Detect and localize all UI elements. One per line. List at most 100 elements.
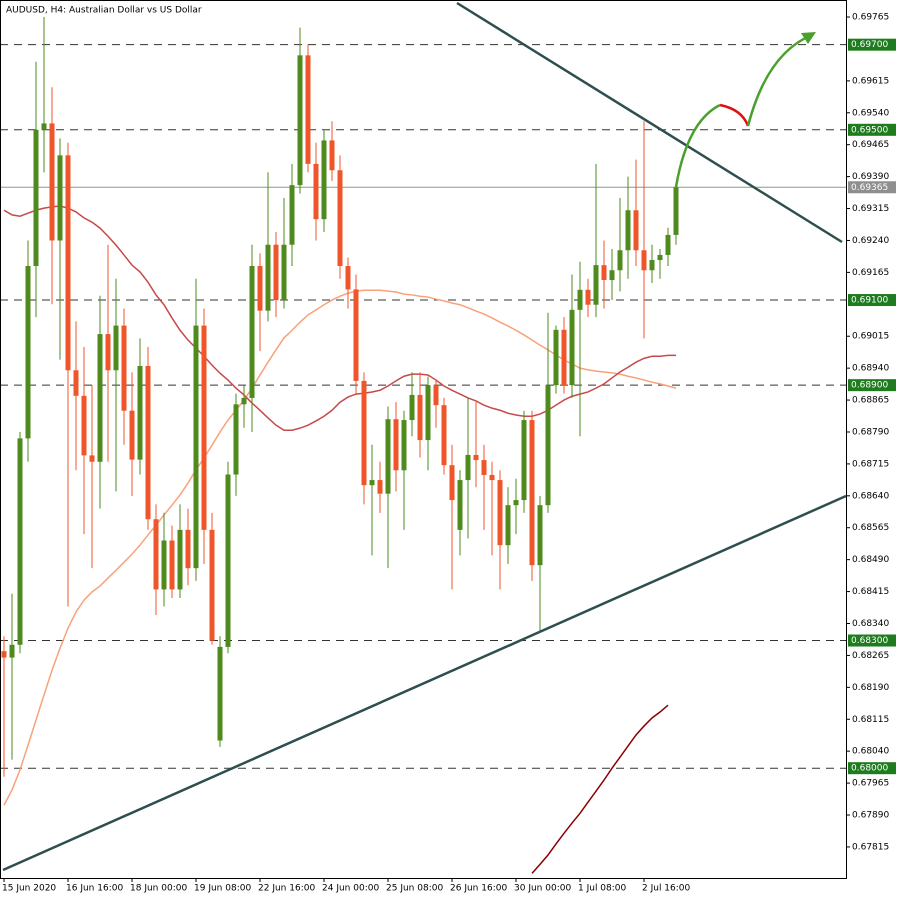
candle-body xyxy=(185,529,191,569)
candle-body xyxy=(385,419,391,494)
y-tick-label: 0.68115 xyxy=(852,715,889,725)
moving-average xyxy=(3,205,676,432)
candle-body xyxy=(393,419,399,471)
candle-body xyxy=(561,329,567,386)
candle-body xyxy=(321,140,327,220)
candle-body xyxy=(617,250,623,271)
x-tick-label: 19 Jun 08:00 xyxy=(194,884,251,894)
x-tick-label: 2 Jul 16:00 xyxy=(642,884,691,894)
candle-body xyxy=(209,529,215,641)
y-tick-label: 0.68565 xyxy=(852,523,889,533)
candle-body xyxy=(345,265,351,290)
candle-body xyxy=(521,420,527,501)
candle-body xyxy=(305,55,311,164)
y-tick-label: 0.69240 xyxy=(852,236,889,246)
forecast-pullback xyxy=(719,103,750,127)
candle-body xyxy=(329,140,335,171)
candle-body xyxy=(625,210,631,251)
candle-body xyxy=(25,265,31,439)
candle-body xyxy=(145,366,151,520)
candle-body xyxy=(433,385,439,406)
candle-body xyxy=(217,646,223,741)
candle-body xyxy=(593,265,599,305)
x-tick-label: 16 Jun 16:00 xyxy=(66,884,123,894)
y-tick-label: 0.68415 xyxy=(852,587,889,597)
candle-body xyxy=(265,244,271,311)
candle-body xyxy=(81,395,87,456)
candle-body xyxy=(9,644,15,658)
candle-body xyxy=(177,529,183,590)
arrow-head xyxy=(801,32,816,44)
y-tick-label: 0.68865 xyxy=(852,396,889,406)
candle-body xyxy=(497,480,503,546)
candle-body xyxy=(401,420,407,471)
candle-body xyxy=(353,289,359,381)
candle-body xyxy=(121,325,127,411)
level-label: 0.68000 xyxy=(851,764,888,774)
y-tick-label: 0.67890 xyxy=(852,811,889,821)
candle-body xyxy=(545,385,551,506)
y-tick-label: 0.69390 xyxy=(852,172,889,182)
y-tick-label: 0.68790 xyxy=(852,427,889,437)
candle-body xyxy=(553,329,559,386)
candle-body xyxy=(425,385,431,441)
candle-body xyxy=(665,234,671,255)
candle-body xyxy=(441,405,447,466)
candle-body xyxy=(673,187,679,235)
x-tick-label: 24 Jun 00:00 xyxy=(322,884,379,894)
candle-body xyxy=(129,410,135,460)
candle-body xyxy=(225,474,231,647)
x-tick-label: 22 Jun 16:00 xyxy=(258,884,315,894)
candle-body xyxy=(89,455,95,462)
x-tick-label: 26 Jun 16:00 xyxy=(450,884,507,894)
candle-body xyxy=(577,289,583,310)
y-tick-label: 0.68265 xyxy=(852,651,889,661)
level-box xyxy=(848,123,896,136)
candle-body xyxy=(609,270,615,281)
current-price-box xyxy=(848,181,896,194)
candle-body xyxy=(137,366,143,460)
candle-body xyxy=(97,334,103,462)
candle-body xyxy=(289,185,295,245)
candle-body xyxy=(465,454,471,481)
candle-body xyxy=(377,480,383,494)
candle-body xyxy=(241,397,247,405)
candle-body xyxy=(249,265,255,398)
candle-body xyxy=(409,394,415,421)
candle-body xyxy=(601,265,607,281)
y-tick-label: 0.68190 xyxy=(852,683,889,693)
candle-body xyxy=(113,325,119,371)
y-tick-label: 0.68490 xyxy=(852,555,889,565)
candle-body xyxy=(657,254,663,261)
y-tick-label: 0.69615 xyxy=(852,76,889,86)
candle-body xyxy=(281,244,287,301)
candle-body xyxy=(33,129,39,266)
y-tick-label: 0.68715 xyxy=(852,459,889,469)
y-tick-label: 0.69015 xyxy=(852,332,889,342)
forecast-arrow xyxy=(674,103,721,188)
level-box xyxy=(848,38,896,51)
annotations xyxy=(2,1,847,872)
chart-title: AUDUSD, H4: Australian Dollar vs US Doll… xyxy=(6,6,202,16)
candle-body xyxy=(201,325,207,530)
candle-body xyxy=(65,155,71,371)
level-box xyxy=(848,634,896,647)
candle-body xyxy=(649,260,655,271)
candle-body xyxy=(1,651,7,658)
candle-body xyxy=(153,519,159,590)
candle-body xyxy=(41,123,47,130)
candle-body xyxy=(49,123,55,241)
x-tick-label: 15 Jun 2020 xyxy=(2,884,56,894)
candle-body xyxy=(337,170,343,266)
x-tick-label: 30 Jun 00:00 xyxy=(514,884,571,894)
candle-body xyxy=(313,163,319,220)
level-box xyxy=(848,762,896,775)
level-box xyxy=(848,294,896,307)
y-tick-label: 0.69765 xyxy=(852,13,889,23)
forecast-arrow xyxy=(746,33,813,127)
candle-body xyxy=(457,480,463,530)
candle-body xyxy=(449,465,455,501)
x-tick-label: 18 Jun 00:00 xyxy=(130,884,187,894)
